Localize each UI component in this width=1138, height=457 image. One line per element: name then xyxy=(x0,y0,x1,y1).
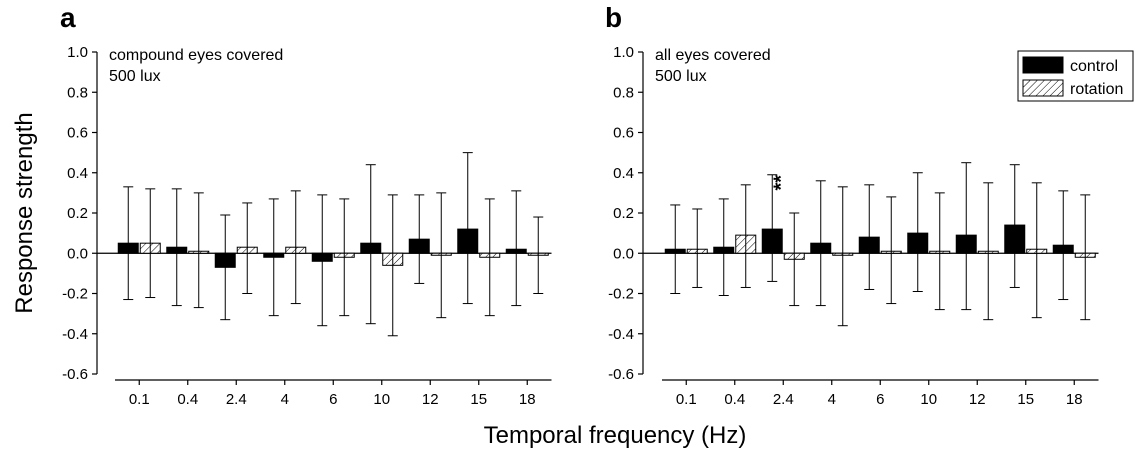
x-tick-label-a: 2.4 xyxy=(226,391,247,408)
legend-label-control: control xyxy=(1070,58,1118,75)
y-tick-label-b: 0.6 xyxy=(613,125,634,142)
y-tick-label-b: 0.8 xyxy=(613,84,634,101)
y-tick-label-a: 0.4 xyxy=(67,165,88,182)
y-tick-label-a: 0.2 xyxy=(67,205,88,222)
x-tick-label-a: 12 xyxy=(422,391,439,408)
x-tick-label-b: 4 xyxy=(828,391,836,408)
legend-swatch-rotation xyxy=(1022,79,1064,97)
panel-annotation-b: all eyes covered xyxy=(655,47,771,64)
x-tick-label-b: 0.4 xyxy=(724,391,745,408)
panel-annotation-b: 500 lux xyxy=(655,68,707,85)
y-tick-label-a: -0.4 xyxy=(62,326,88,343)
panel-annotation-a: 500 lux xyxy=(109,68,161,85)
y-tick-label-b: 1.0 xyxy=(613,44,634,61)
x-tick-label-a: 18 xyxy=(519,391,536,408)
x-tick-label-b: 15 xyxy=(1017,391,1034,408)
y-tick-label-b: 0.4 xyxy=(613,165,634,182)
x-tick-label-b: 18 xyxy=(1066,391,1083,408)
x-tick-label-a: 4 xyxy=(281,391,289,408)
x-tick-label-b: 0.1 xyxy=(676,391,697,408)
x-tick-label-b: 10 xyxy=(920,391,937,408)
y-tick-label-a: -0.6 xyxy=(62,366,88,383)
y-tick-label-a: -0.2 xyxy=(62,286,88,303)
y-tick-label-b: -0.2 xyxy=(608,286,634,303)
y-tick-label-b: 0.2 xyxy=(613,205,634,222)
y-tick-label-a: 0.6 xyxy=(67,125,88,142)
x-tick-label-a: 10 xyxy=(373,391,390,408)
panel-letter-b: b xyxy=(605,2,622,33)
y-axis-label: Response strength xyxy=(11,112,38,313)
y-tick-label-b: -0.6 xyxy=(608,366,634,383)
x-tick-label-b: 6 xyxy=(876,391,884,408)
legend-swatch-control xyxy=(1022,56,1064,74)
y-tick-label-a: 1.0 xyxy=(67,44,88,61)
y-tick-label-a: 0.0 xyxy=(67,245,88,262)
x-tick-label-a: 0.4 xyxy=(177,391,198,408)
legend-label-rotation: rotation xyxy=(1070,81,1123,98)
x-tick-label-a: 15 xyxy=(470,391,487,408)
x-tick-label-b: 2.4 xyxy=(773,391,794,408)
panel-annotation-a: compound eyes covered xyxy=(109,47,283,64)
x-tick-label-b: 12 xyxy=(969,391,986,408)
y-tick-label-b: -0.4 xyxy=(608,326,634,343)
y-tick-label-a: 0.8 xyxy=(67,84,88,101)
x-axis-label: Temporal frequency (Hz) xyxy=(484,422,747,449)
y-tick-label-b: 0.0 xyxy=(613,245,634,262)
x-tick-label-a: 6 xyxy=(329,391,337,408)
significance-marker-b: ** xyxy=(770,175,792,191)
panel-letter-a: a xyxy=(60,2,76,33)
x-tick-label-a: 0.1 xyxy=(129,391,150,408)
